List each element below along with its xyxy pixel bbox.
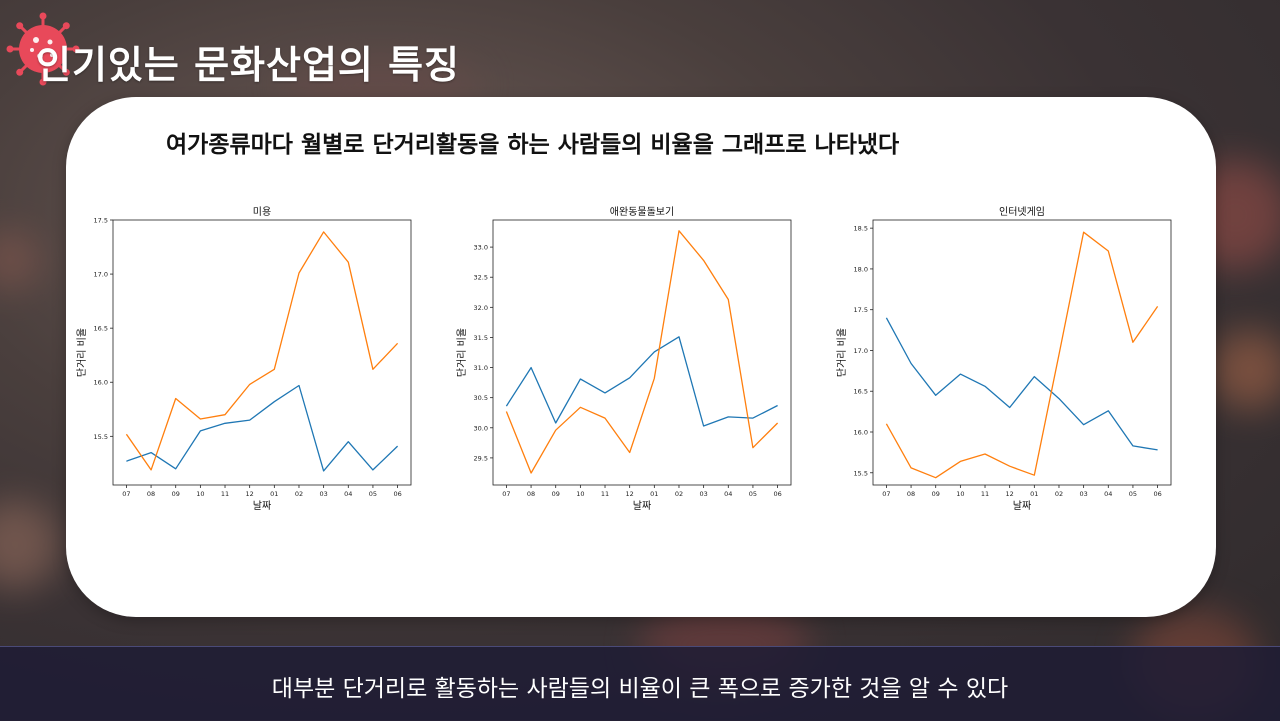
chart-beauty-svg: 미용 15.5 16.0 16.5 17.0 17.5 07 08 09 10 11 12 01 02 03… xyxy=(76,206,412,512)
series-line-2 xyxy=(505,230,779,474)
y-tick-label: 29.5 xyxy=(474,454,488,462)
y-axis-label: 단거리 비율 xyxy=(76,328,88,377)
series-line-2 xyxy=(885,231,1159,479)
x-tick-label: 09 xyxy=(932,490,940,498)
x-tick-label: 06 xyxy=(773,490,781,498)
x-tick-label: 09 xyxy=(172,490,180,498)
x-tick-label: 03 xyxy=(1079,490,1087,498)
x-tick-label: 07 xyxy=(882,490,890,498)
x-tick-label: 09 xyxy=(552,490,560,498)
y-tick-label: 16.0 xyxy=(94,379,108,387)
background-virus-blob xyxy=(0,500,60,590)
x-tick-label: 04 xyxy=(724,490,732,498)
series-line-2 xyxy=(125,231,399,471)
y-tick-label: 33.0 xyxy=(474,244,488,252)
x-tick-label: 06 xyxy=(1153,490,1161,498)
y-tick-label: 32.5 xyxy=(474,274,488,282)
y-axis-label: 단거리 비율 xyxy=(836,328,848,377)
chart-pet-care-svg: 애완동물돌보기 29.5 30.0 30.5 31.0 31.5 32.0 32.5 33.0 0… xyxy=(456,206,792,512)
x-tick-label: 02 xyxy=(1055,490,1063,498)
chart-title: 미용 xyxy=(253,206,271,218)
x-tick-label: 02 xyxy=(295,490,303,498)
y-tick-label: 18.5 xyxy=(854,225,868,233)
plot-frame xyxy=(112,219,412,486)
y-tick-label: 17.0 xyxy=(854,347,868,355)
background-virus-blob xyxy=(1210,330,1280,410)
y-tick-label: 16.5 xyxy=(94,325,108,333)
x-tick-label: 01 xyxy=(650,490,658,498)
x-tick-label: 03 xyxy=(319,490,327,498)
series-line-1 xyxy=(505,336,778,427)
x-tick-label: 05 xyxy=(749,490,757,498)
x-tick-label: 02 xyxy=(675,490,683,498)
x-tick-label: 12 xyxy=(626,490,634,498)
y-tick-label: 32.0 xyxy=(474,304,488,312)
y-tick-label: 31.5 xyxy=(474,334,488,342)
y-tick-label: 15.5 xyxy=(854,469,868,477)
y-tick-label: 17.0 xyxy=(94,271,108,279)
x-axis-label: 날짜 xyxy=(633,500,651,512)
x-tick-label: 10 xyxy=(196,490,204,498)
y-tick-label: 15.5 xyxy=(94,433,108,441)
series-line-1 xyxy=(885,317,1158,451)
x-tick-label: 05 xyxy=(369,490,377,498)
y-tick-label: 16.5 xyxy=(854,388,868,396)
virus-icon xyxy=(6,12,80,86)
footer-text: 대부분 단거리로 활동하는 사람들의 비율이 큰 폭으로 증가한 것을 알 수 … xyxy=(271,676,1009,702)
y-axis-label: 단거리 비율 xyxy=(456,328,468,377)
card-heading: 여가종류마다 월별로 단거리활동을 하는 사람들의 비율을 그래프로 나타냈다 xyxy=(166,132,900,158)
chart-internet-game: 인터넷게임 15.5 16.0 16.5 17.0 17.5 18.0 18.5 07 08 09 1… xyxy=(836,200,1176,520)
y-tick-label: 18.0 xyxy=(854,265,868,273)
x-tick-label: 04 xyxy=(1104,490,1112,498)
x-tick-label: 11 xyxy=(981,490,989,498)
y-tick-label: 31.0 xyxy=(474,364,488,372)
background-virus-blob xyxy=(0,230,40,290)
chart-title: 인터넷게임 xyxy=(999,205,1045,218)
x-tick-label: 12 xyxy=(246,490,254,498)
x-tick-label: 08 xyxy=(147,490,155,498)
plot-frame xyxy=(492,219,792,486)
chart-beauty: 미용 15.5 16.0 16.5 17.0 17.5 07 08 09 10 11 12 01 02 03… xyxy=(76,200,416,520)
footer-bar: 대부분 단거리로 활동하는 사람들의 비율이 큰 폭으로 증가한 것을 알 수 … xyxy=(0,646,1280,721)
x-tick-label: 11 xyxy=(221,490,229,498)
x-tick-label: 08 xyxy=(907,490,915,498)
x-tick-label: 07 xyxy=(502,490,510,498)
series-line-1 xyxy=(126,384,399,472)
x-tick-label: 01 xyxy=(1030,490,1038,498)
chart-pet-care: 애완동물돌보기 29.5 30.0 30.5 31.0 31.5 32.0 32.5 33.0 0… xyxy=(456,200,796,520)
y-tick-label: 17.5 xyxy=(94,217,108,225)
x-tick-label: 05 xyxy=(1129,490,1137,498)
y-tick-label: 30.5 xyxy=(474,394,488,402)
x-tick-label: 12 xyxy=(1006,490,1014,498)
x-tick-label: 10 xyxy=(576,490,584,498)
x-axis-label: 날짜 xyxy=(1013,500,1031,512)
content-card: 여가종류마다 월별로 단거리활동을 하는 사람들의 비율을 그래프로 나타냈다 xyxy=(66,97,1216,617)
y-tick-label: 30.0 xyxy=(474,424,488,432)
plot-frame xyxy=(872,219,1172,486)
x-tick-label: 10 xyxy=(956,490,964,498)
x-tick-label: 01 xyxy=(270,490,278,498)
x-tick-label: 06 xyxy=(393,490,401,498)
slide-title: 인기있는 문화산업의 특징 xyxy=(36,43,461,87)
y-tick-label: 16.0 xyxy=(854,429,868,437)
x-tick-label: 08 xyxy=(527,490,535,498)
x-tick-label: 11 xyxy=(601,490,609,498)
x-axis-label: 날짜 xyxy=(253,500,271,512)
y-tick-label: 17.5 xyxy=(854,306,868,314)
x-tick-label: 03 xyxy=(699,490,707,498)
chart-title: 애완동물돌보기 xyxy=(610,206,674,218)
x-tick-label: 07 xyxy=(122,490,130,498)
x-tick-label: 04 xyxy=(344,490,352,498)
chart-internet-game-svg: 인터넷게임 15.5 16.0 16.5 17.0 17.5 18.0 18.5 07 08 09 1… xyxy=(836,205,1172,512)
